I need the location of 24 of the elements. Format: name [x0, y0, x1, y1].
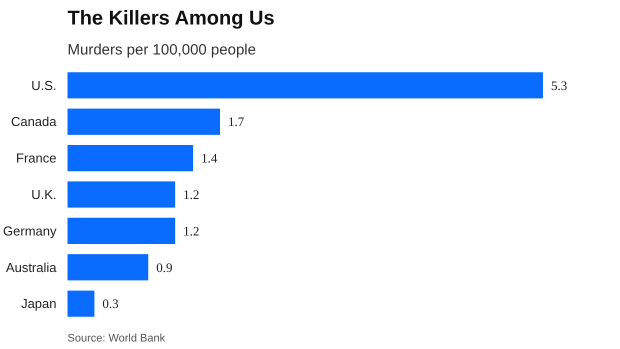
source-note: Source: World Bank [68, 332, 166, 344]
data-label: 1.7 [228, 114, 245, 130]
bar [68, 254, 148, 280]
y-tick-label: U.K. [31, 187, 57, 202]
data-label: 0.3 [102, 296, 119, 312]
data-label: 0.9 [156, 260, 172, 275]
y-tick-label: France [16, 150, 57, 166]
y-tick-label: Australia [6, 260, 58, 275]
bar [68, 108, 220, 135]
y-tick-label: Germany [3, 223, 57, 238]
data-label: 1.2 [183, 187, 200, 202]
y-tick-label: U.S. [31, 78, 57, 93]
chart-title: The Killers Among Us [68, 8, 275, 30]
data-label: 1.2 [183, 223, 200, 238]
y-tick-label: Canada [10, 114, 58, 130]
bar [68, 145, 194, 172]
bar [68, 72, 543, 98]
chart-subtitle: Murders per 100,000 people [68, 42, 256, 58]
data-label: 1.4 [201, 150, 218, 166]
bar [68, 181, 176, 208]
y-tick-label: Japan [21, 296, 56, 312]
bar [68, 290, 94, 317]
data-label: 5.3 [550, 78, 568, 93]
bar [68, 218, 176, 244]
